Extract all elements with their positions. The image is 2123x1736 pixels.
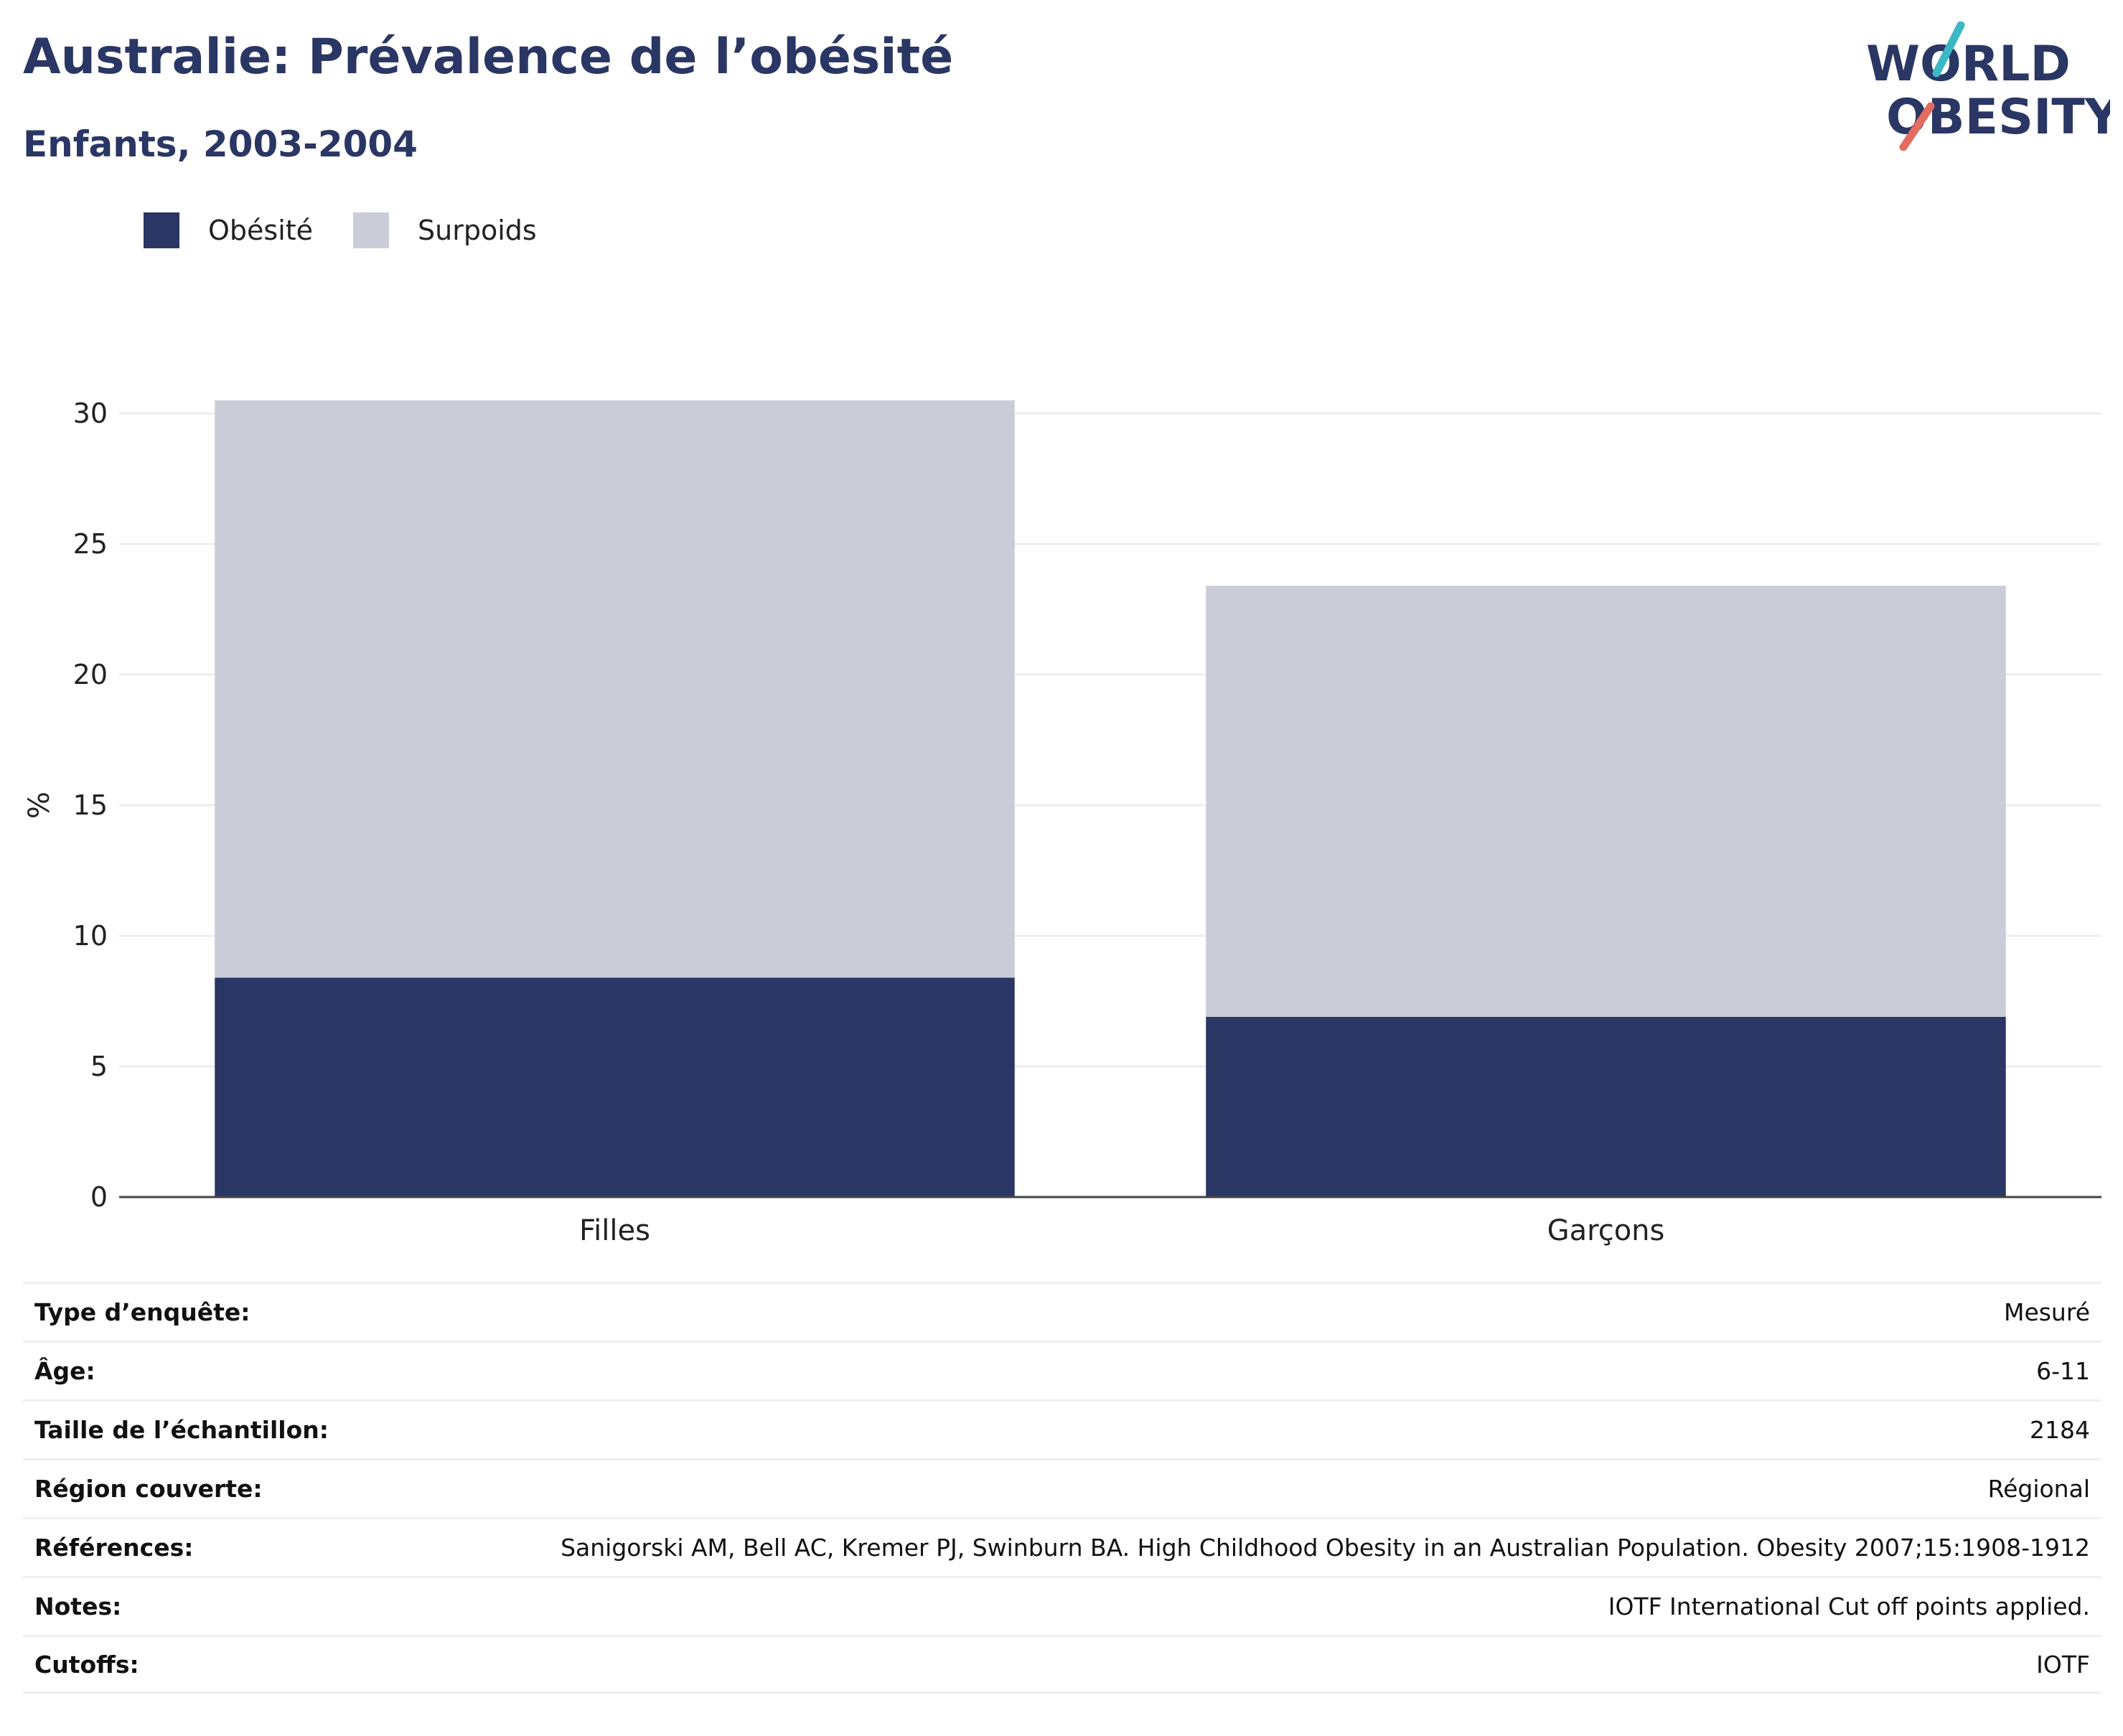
legend-item-overweight[interactable]: Surpoids [353, 212, 537, 248]
stacked-bar-chart: 0 5 10 15 20 25 30% Filles Garçons [23, 398, 2101, 1247]
x-tick-label: Filles [579, 1214, 650, 1247]
meta-value: 6-11 [2036, 1357, 2090, 1385]
meta-label: Cutoffs: [34, 1650, 139, 1679]
meta-value: IOTF [2036, 1650, 2090, 1679]
y-tick-label: 5 [90, 1051, 108, 1082]
meta-row: Âge: 6-11 [23, 1341, 2101, 1399]
meta-label: Type d’enquête: [34, 1298, 250, 1326]
logo-text-line1: WORLD [1866, 36, 2071, 93]
meta-row: Région couverte: Régional [23, 1458, 2101, 1517]
legend-label-obesity: Obésité [208, 215, 314, 246]
chart-title: Australie: Prévalence de l’obésité [23, 29, 954, 85]
meta-value: Sanigorski AM, Bell AC, Kremer PJ, Swinb… [561, 1534, 2090, 1562]
legend-label-overweight: Surpoids [418, 215, 537, 246]
meta-label: Âge: [34, 1357, 95, 1385]
y-tick-label: 10 [73, 920, 108, 952]
meta-label: Région couverte: [34, 1475, 263, 1503]
meta-value: IOTF International Cut off points applie… [1608, 1592, 2090, 1620]
legend-item-obesity[interactable]: Obésité [144, 212, 313, 248]
legend-swatch-obesity [144, 212, 179, 248]
meta-label: Références: [34, 1534, 194, 1562]
meta-row: Notes: IOTF International Cut off points … [23, 1576, 2101, 1635]
bar-overweight-filles[interactable] [215, 400, 1015, 978]
y-tick-label: 30 [73, 398, 108, 429]
bar-obesity-garcons[interactable] [1206, 1016, 2006, 1197]
meta-value: 2184 [2030, 1416, 2090, 1444]
survey-metadata-table: Type d’enquête: Mesuré Âge: 6-11 Taille de l… [23, 1282, 2101, 1694]
bar-obesity-filles[interactable] [215, 977, 1015, 1197]
y-axis-label: % [23, 792, 56, 819]
x-tick-label: Garçons [1547, 1214, 1665, 1247]
y-tick-label: 20 [73, 659, 108, 690]
meta-value: Régional [1987, 1475, 2090, 1503]
chart-legend: Obésité Surpoids [144, 212, 577, 248]
meta-label: Notes: [34, 1592, 122, 1620]
bar-overweight-garcons[interactable] [1206, 586, 2006, 1017]
meta-row: Type d’enquête: Mesuré [23, 1282, 2101, 1341]
meta-value: Mesuré [2003, 1298, 2090, 1326]
y-tick-label: 15 [73, 789, 108, 821]
meta-row: Taille de l’échantillon: 2184 [23, 1399, 2101, 1458]
meta-row: Références: Sanigorski AM, Bell AC, Kreme… [23, 1517, 2101, 1576]
legend-swatch-overweight [353, 212, 390, 248]
meta-label: Taille de l’échantillon: [34, 1416, 329, 1444]
y-tick-label: 25 [73, 528, 108, 560]
world-obesity-logo: WORLD OBESITY [1866, 22, 2110, 151]
meta-row: Cutoffs: IOTF [23, 1635, 2101, 1694]
chart-subtitle: Enfants, 2003-2004 [23, 123, 418, 165]
y-tick-label: 0 [90, 1181, 108, 1213]
